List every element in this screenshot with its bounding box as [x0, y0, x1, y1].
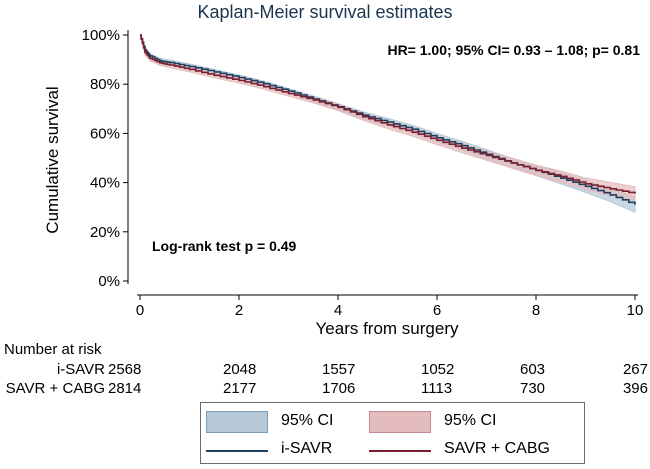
legend: 95% CI 95% CI i-SAVR SAVR + CABG [200, 402, 585, 464]
x-tick-label: 6 [433, 302, 441, 319]
risk-value: 2177 [223, 380, 257, 397]
hr-annotation: HR= 1.00; 95% CI= 0.93 – 1.08; p= 0.81 [387, 42, 640, 58]
legend-ci-label-isavr: 95% CI [281, 412, 334, 429]
logrank-annotation: Log-rank test p = 0.49 [152, 238, 297, 254]
risk-value: 267 [622, 361, 648, 378]
x-axis-title: Years from surgery [316, 319, 459, 338]
x-tick-label: 0 [136, 302, 144, 319]
risk-row-label-isavr: i-SAVR [56, 361, 105, 378]
risk-table-header: Number at risk [4, 341, 102, 358]
legend-line-label-isavr: i-SAVR [281, 440, 333, 457]
legend-line-swatch-isavr [206, 450, 268, 452]
legend-line-swatch-savr-cabg [369, 450, 431, 452]
risk-value: 2048 [223, 361, 257, 378]
survival-line-savr-cabg [140, 34, 636, 194]
legend-line-label-savr-cabg: SAVR + CABG [444, 440, 550, 457]
legend-ci-swatch-savr-cabg [369, 411, 431, 433]
y-tick-label: 60% [90, 125, 120, 142]
y-tick-label: 100% [82, 27, 120, 44]
risk-value: 1557 [322, 361, 356, 378]
x-tick-label: 8 [532, 302, 540, 319]
risk-value: 2568 [108, 361, 142, 378]
x-tick-label: 4 [334, 302, 342, 319]
legend-ci-label-savr-cabg: 95% CI [444, 412, 497, 429]
y-axis-title: Cumulative survival [43, 86, 62, 233]
y-tick-label: 20% [90, 224, 120, 241]
x-tick-label: 2 [235, 302, 243, 319]
x-tick-label: 10 [627, 302, 644, 319]
risk-value: 2814 [108, 380, 142, 397]
risk-value: 1052 [421, 361, 455, 378]
legend-ci-swatch-isavr [206, 411, 268, 433]
y-tick-label: 0% [98, 273, 120, 290]
risk-value: 730 [520, 380, 546, 397]
y-tick-label: 80% [90, 76, 120, 93]
risk-value: 396 [622, 380, 648, 397]
risk-value: 1706 [322, 380, 356, 397]
y-tick-label: 40% [90, 175, 120, 192]
risk-value: 1113 [421, 380, 453, 397]
risk-value: 603 [520, 361, 546, 378]
risk-row-label-savr-cabg: SAVR + CABG [5, 380, 105, 397]
chart-title: Kaplan-Meier survival estimates [197, 2, 453, 22]
